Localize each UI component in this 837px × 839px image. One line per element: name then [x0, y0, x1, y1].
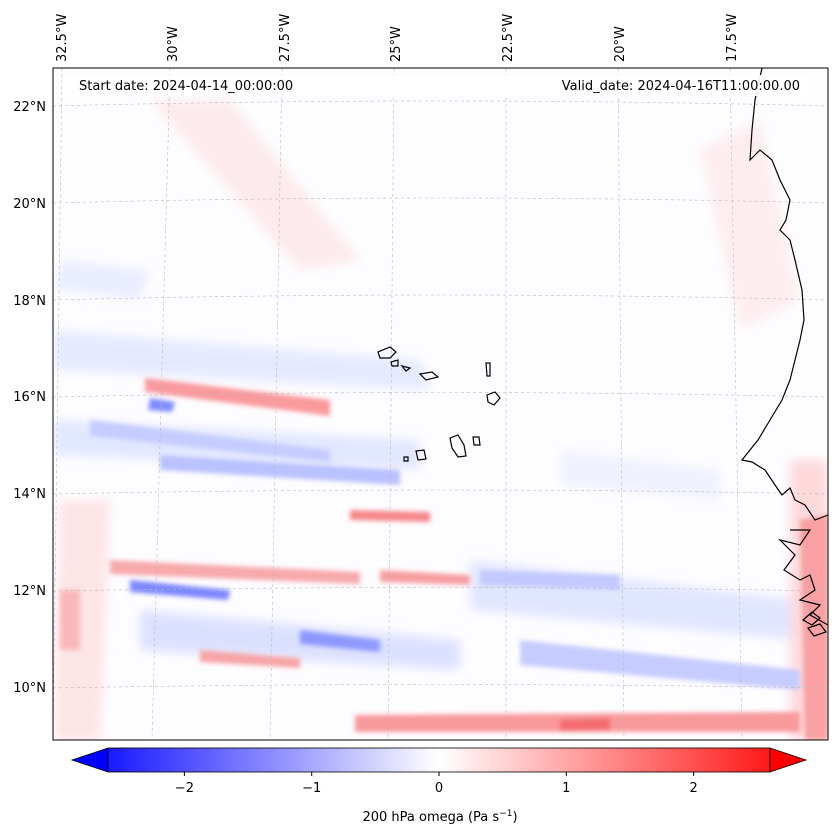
colorbar-label: 200 hPa omega (Pa s−1) — [362, 809, 517, 825]
colorbar-tick-label: 0 — [435, 781, 443, 796]
lat-label: 10°N — [13, 681, 46, 696]
colorbar-tick-label: −2 — [175, 781, 194, 796]
colorbar-tick-label: −1 — [302, 781, 321, 796]
colorbar-tick-label: 2 — [689, 781, 697, 796]
colorbar-tick-label: 1 — [562, 781, 570, 796]
lat-label: 12°N — [13, 584, 46, 599]
omega-field — [55, 100, 828, 740]
lat-label: 14°N — [13, 487, 46, 502]
longitude-labels: 32.5°W 30°W 27.5°W 25°W 22.5°W 20°W 17.5… — [55, 14, 740, 62]
colorbar-left-arrow — [70, 747, 109, 773]
latitude-labels: 22°N 20°N 18°N 16°N 14°N 12°N 10°N — [13, 100, 46, 696]
valid-date-text: Valid_date: 2024-04-16T11:00:00.00 — [562, 79, 800, 94]
colorbar-ticks: −2 −1 0 1 2 — [175, 772, 698, 796]
lat-label: 20°N — [13, 197, 46, 212]
lon-label: 22.5°W — [501, 14, 516, 62]
lon-label: 17.5°W — [725, 14, 740, 62]
colorbar-right-arrow — [769, 747, 808, 773]
african-coastline — [740, 67, 829, 637]
lat-label: 16°N — [13, 390, 46, 405]
lat-label: 22°N — [13, 100, 46, 115]
colorbar: −2 −1 0 1 2 200 hPa omega (Pa s−1) — [70, 747, 808, 825]
cape-verde-islands — [377, 346, 501, 462]
lat-label: 18°N — [13, 294, 46, 309]
map-panel: Start date: 2024-04-14_00:00:00 Valid_da… — [13, 14, 829, 741]
lon-label: 27.5°W — [278, 14, 293, 62]
lon-label: 25°W — [389, 26, 404, 62]
lon-label: 20°W — [613, 26, 628, 62]
gridlines — [53, 68, 828, 740]
header-band — [64, 75, 809, 96]
colorbar-ramp — [107, 747, 771, 773]
lon-label: 30°W — [166, 26, 181, 62]
start-date-text: Start date: 2024-04-14_00:00:00 — [79, 79, 293, 94]
lon-label: 32.5°W — [55, 14, 70, 62]
